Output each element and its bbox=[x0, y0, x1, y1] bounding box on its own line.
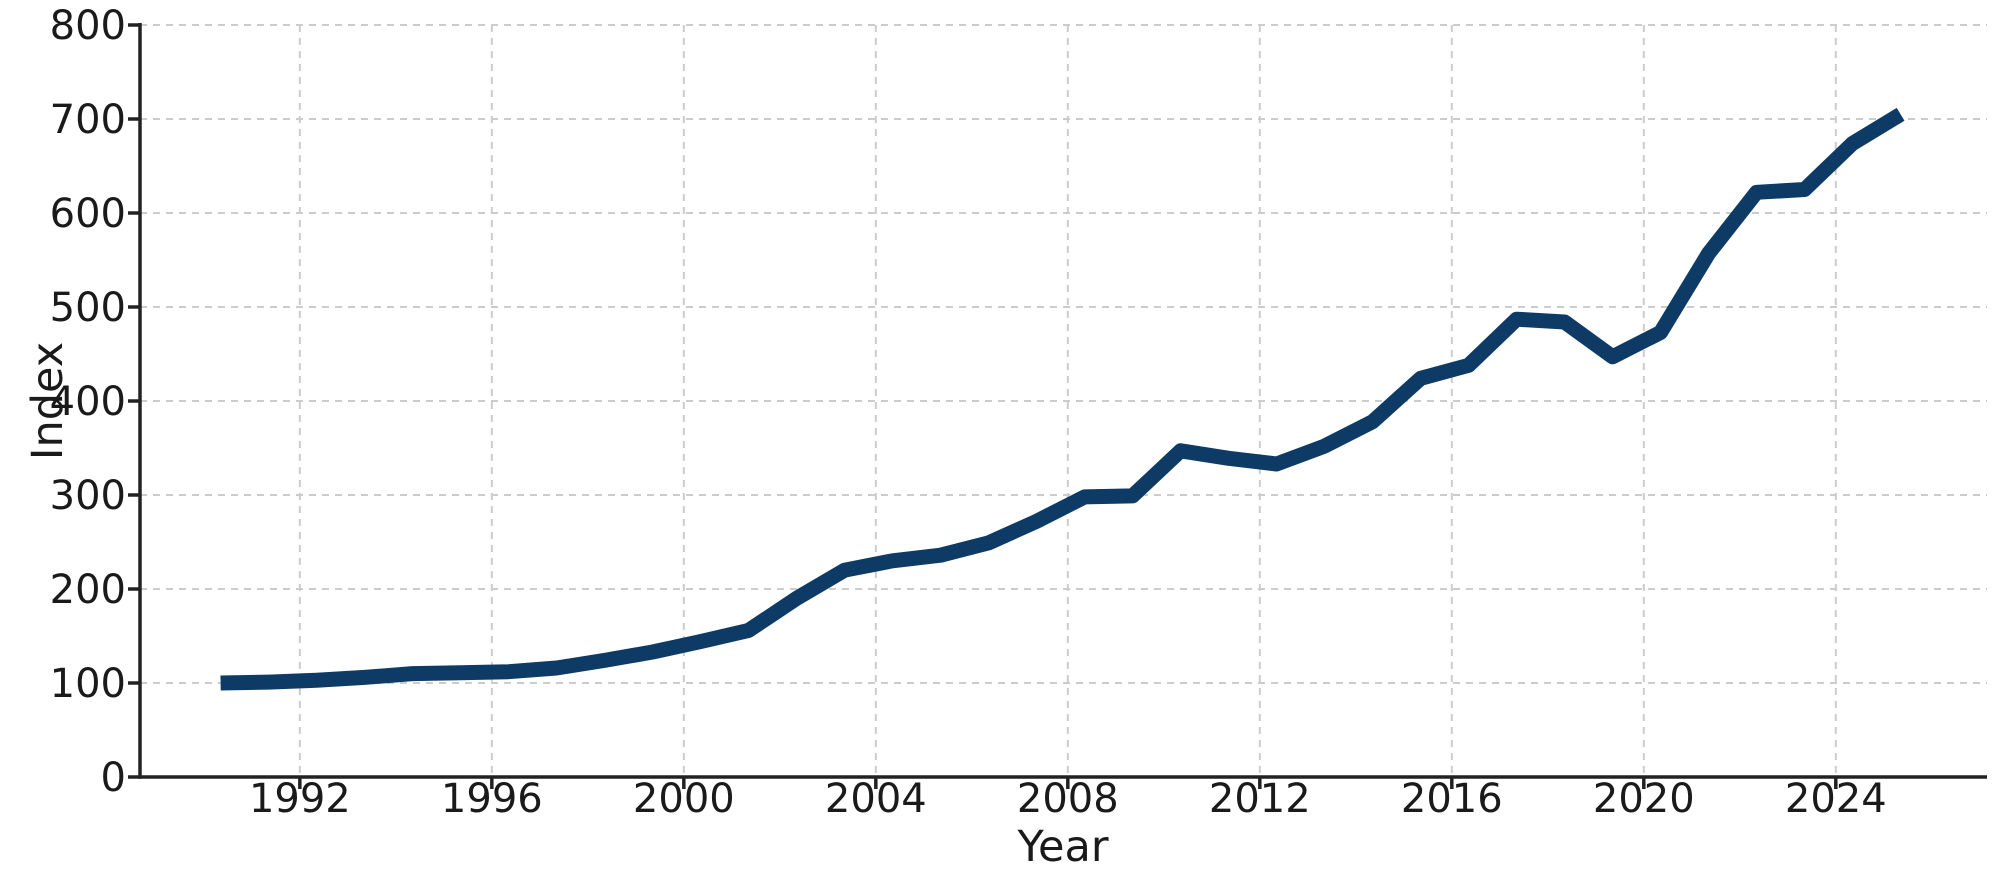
grid-layer bbox=[140, 24, 1987, 777]
y-tick-label: 100 bbox=[50, 661, 126, 707]
index-line bbox=[220, 107, 1905, 691]
axis-layer: 1992 1996 2000 2004 2008 2012 2016 2020 2024 0 100… bbox=[50, 3, 1987, 822]
x-axis-label: Year bbox=[1016, 822, 1108, 872]
x-tick-label: 2004 bbox=[825, 776, 927, 822]
x-tick-label: 2008 bbox=[1017, 776, 1119, 822]
y-axis-label: Index bbox=[23, 342, 73, 460]
data-layer bbox=[220, 107, 1905, 691]
x-tick-label: 2012 bbox=[1209, 776, 1311, 822]
y-tick-label: 500 bbox=[50, 285, 126, 331]
y-tick-label: 800 bbox=[50, 3, 126, 49]
y-tick-label: 0 bbox=[101, 755, 126, 801]
x-tick-label: 2000 bbox=[633, 776, 735, 822]
x-tick-label: 1996 bbox=[441, 776, 543, 822]
x-tick-label: 2020 bbox=[1593, 776, 1695, 822]
x-tick-label: 2024 bbox=[1785, 776, 1887, 822]
y-tick-label: 300 bbox=[50, 473, 126, 519]
x-tick-label: 2016 bbox=[1401, 776, 1503, 822]
y-tick-label: 600 bbox=[50, 191, 126, 237]
y-tick-label: 700 bbox=[50, 97, 126, 143]
y-tick-label: 200 bbox=[50, 567, 126, 613]
y-tick-label: 400 bbox=[50, 379, 126, 425]
x-tick-label: 1992 bbox=[249, 776, 351, 822]
